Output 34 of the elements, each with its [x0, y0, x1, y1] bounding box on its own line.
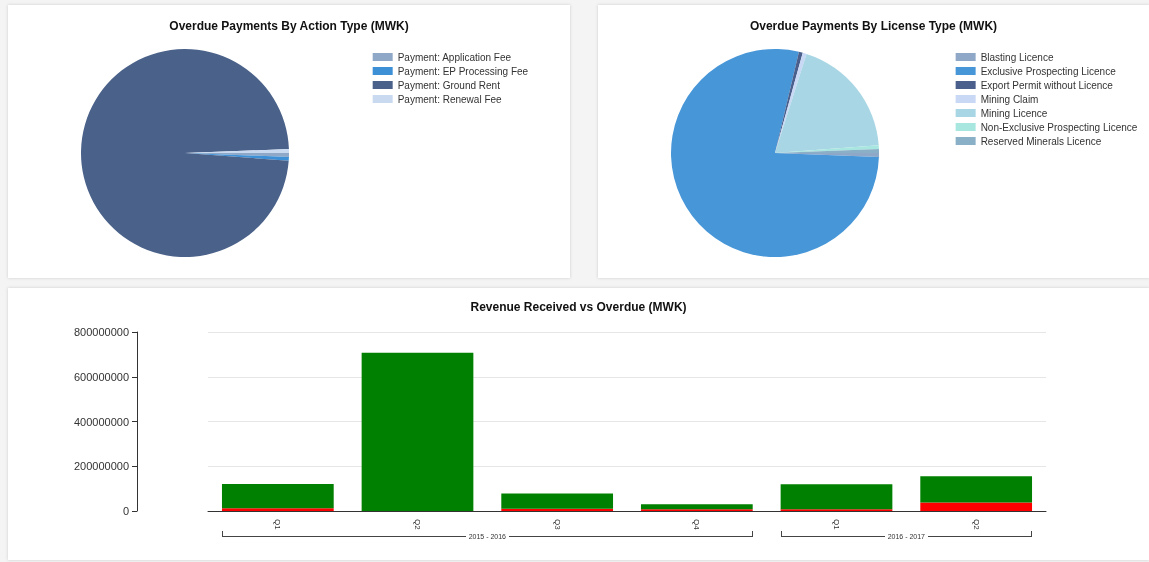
- chart-title: Overdue Payments By License Type (MWK): [749, 19, 998, 33]
- legend-label: Blasting Licence: [980, 51, 1054, 63]
- legend-label: Payment: Renewal Fee: [397, 93, 503, 105]
- legend-label: Mining Licence: [980, 107, 1048, 119]
- y-tick-label: 600000000: [73, 370, 129, 383]
- legend-label: Reserved Minerals Licence: [980, 135, 1102, 147]
- bar: [920, 476, 1033, 503]
- x-tick-label: Q2: [971, 519, 981, 531]
- x-tick-label: Q2: [413, 519, 422, 531]
- chart-title: Revenue Received vs Overdue (MWK): [470, 300, 687, 314]
- bar: [501, 493, 614, 509]
- x-tick-label: Q1: [273, 519, 283, 531]
- y-tick-label: 200000000: [73, 460, 129, 473]
- chart-title: Overdue Payments By Action Type (MWK): [169, 19, 409, 33]
- bar: [501, 508, 614, 511]
- bar: [920, 502, 1033, 511]
- y-tick-label: 0: [122, 505, 129, 517]
- legend-label: Non-Exclusive Prospecting Licence: [980, 121, 1138, 133]
- bar: [640, 504, 753, 510]
- bar: [361, 352, 474, 511]
- legend-label: Mining Claim: [980, 93, 1039, 105]
- x-tick-label: Q4: [692, 519, 702, 531]
- x-tick-label: Q1: [832, 519, 841, 531]
- y-tick-label: 400000000: [73, 415, 129, 428]
- y-tick-label: 800000000: [73, 326, 129, 338]
- x-tick-label: Q3: [552, 519, 562, 531]
- legend-label: Payment: Ground Rent: [397, 79, 501, 91]
- bar: [780, 484, 893, 510]
- bar: [221, 483, 334, 509]
- legend-label: Exclusive Prospecting Licence: [980, 65, 1117, 77]
- legend-label: Payment: EP Processing Fee: [397, 65, 529, 77]
- legend-label: Payment: Application Fee: [397, 51, 512, 63]
- legend-label: Export Permit without Licence: [980, 79, 1114, 91]
- bar: [221, 508, 334, 511]
